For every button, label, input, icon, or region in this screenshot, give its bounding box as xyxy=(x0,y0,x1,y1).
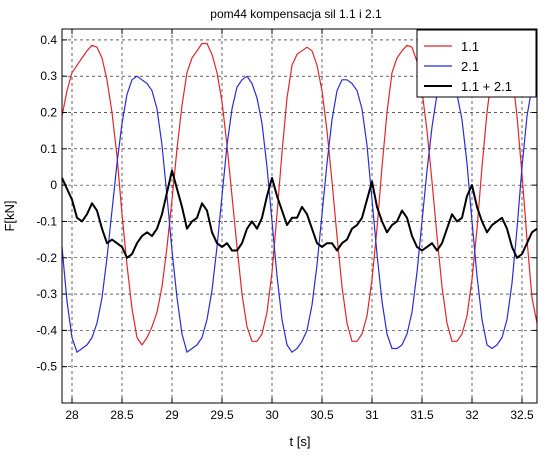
y-tick-label: 0.3 xyxy=(40,69,57,83)
y-tick-label: -0.5 xyxy=(36,360,57,374)
series-line-3 xyxy=(61,169,538,259)
grid xyxy=(62,29,537,403)
x-tick-label: 31.5 xyxy=(410,408,434,422)
y-tick-label: 0.2 xyxy=(40,106,57,120)
y-tick-label: -0.4 xyxy=(36,323,57,337)
y-tick-label: 0.1 xyxy=(40,142,57,156)
series-layer xyxy=(61,42,538,353)
x-tick-label: 30 xyxy=(265,408,279,422)
y-axis: 0.4 0.3 0.2 0.1 0 -0.1 -0.2 -0.3 -0.4 -0.5 xyxy=(36,33,537,374)
y-tick-label: 0 xyxy=(50,178,57,192)
y-tick-label: -0.1 xyxy=(36,214,57,228)
x-tick-label: 29.5 xyxy=(210,408,234,422)
y-axis-label: F[kN] xyxy=(2,200,17,231)
x-tick-label: 32 xyxy=(465,408,479,422)
x-axis-label: t [s] xyxy=(290,434,311,449)
legend-label-2: 2.1 xyxy=(461,59,479,74)
legend-label-1: 1.1 xyxy=(461,39,479,54)
x-tick-label: 30.5 xyxy=(310,408,334,422)
y-tick-label: -0.3 xyxy=(36,287,57,301)
series-line-2 xyxy=(61,75,538,353)
x-tick-label: 28 xyxy=(65,408,79,422)
x-tick-label: 32.5 xyxy=(510,408,534,422)
plot-frame xyxy=(61,28,538,404)
x-tick-label: 28.5 xyxy=(110,408,134,422)
legend: 1.1 2.1 1.1 + 2.1 xyxy=(416,29,537,98)
y-tick-label: 0.4 xyxy=(40,33,57,47)
x-tick-label: 31 xyxy=(365,408,379,422)
y-tick-label: -0.2 xyxy=(36,251,57,265)
x-tick-label: 29 xyxy=(165,408,179,422)
chart-title: pom44 kompensacja sil 1.1 i 2.1 xyxy=(210,7,382,21)
series-line-1 xyxy=(61,42,538,346)
legend-label-3: 1.1 + 2.1 xyxy=(461,79,512,94)
x-axis: 28 28.5 29 29.5 30 30.5 31 31.5 32 32.5 xyxy=(65,29,534,422)
